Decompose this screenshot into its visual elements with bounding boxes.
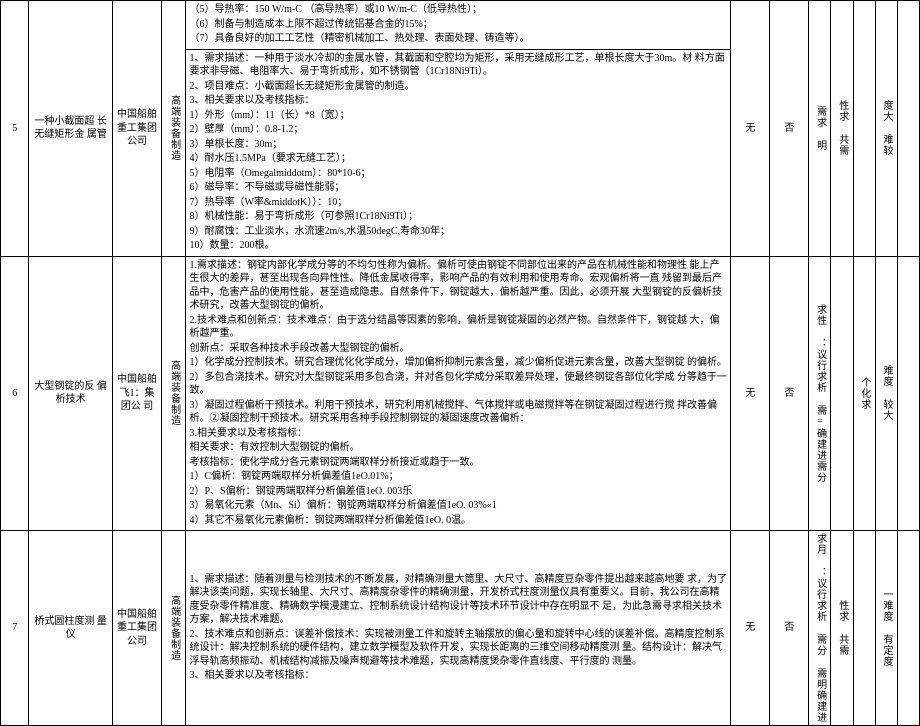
row-org: 中国船舶重工集团公司 [112, 1, 162, 257]
row-detail: 1、需求描述：随着测量与检测技术的不断发展，对精确测量大筒里、大尺寸、高精度豆杂… [186, 531, 731, 726]
row-note2 [831, 256, 853, 531]
row-title: 桥式圆柱度测 量仪 [29, 531, 112, 726]
row-num: 6 [1, 256, 29, 531]
row-flag1: 无 [731, 256, 770, 531]
row-title: 一种小截面超 长无缝矩形金 属管 [29, 1, 112, 257]
row-flag1: 无 [731, 531, 770, 726]
row-flag2: 否 [770, 256, 809, 531]
row-flag1: 无 [731, 1, 770, 257]
row-note2: 性求 共需 [831, 531, 853, 726]
row-note5 [897, 256, 919, 531]
row-note1: 求月 ：议行求析 需分 需明确建进 [809, 531, 831, 726]
row-note5 [897, 531, 919, 726]
row-note4: 难度 较大 [875, 256, 897, 531]
row-note4: 一难度 有定度 [875, 531, 897, 726]
row-note1: 需求 明 [809, 1, 831, 257]
row-note3 [853, 531, 875, 726]
row-detail: 1.需求描述：钢锭内部化学成分等的不均匀性称为偏析。偏析可使由钢锭不同部位出来的… [186, 256, 731, 531]
row-title: 大型钢锭的反 偏析技术 [29, 256, 112, 531]
row-note2: 性求 共需 [831, 1, 853, 257]
row-org: 中国船舶 飞1：集团公 司 [112, 256, 162, 531]
row-cat: 高端装备制造 [162, 256, 186, 531]
row-note4: 度大 难较 [875, 1, 897, 257]
row-detail: 1、需求描述：一种用于淡水冷却的金属水管，其截面和空腔均为矩形，采用无缝成形工艺… [186, 49, 731, 256]
row-num: 5 [1, 1, 29, 257]
row-flag2: 否 [770, 1, 809, 257]
row-cat: 高端装备制造 [162, 531, 186, 726]
row-note3: 个化求 [853, 256, 875, 531]
row-num: 7 [1, 531, 29, 726]
row-note3 [853, 1, 875, 257]
row-flag2: 否 [770, 531, 809, 726]
row-detail-top: （5）导热率：150 W/m-C （高导热率）或10 W/m-C（低导热性）； … [186, 1, 731, 50]
row-note5 [897, 1, 919, 257]
row-cat: 高端装备制造 [162, 1, 186, 257]
row-org: 中国船舶重工集团公司 [112, 531, 162, 726]
row-note1: 求性 ：议行求析 需=确建进需分 [809, 256, 831, 531]
